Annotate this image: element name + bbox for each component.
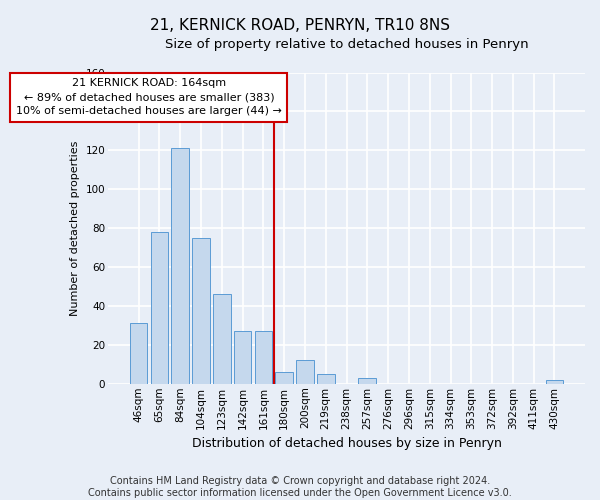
Title: Size of property relative to detached houses in Penryn: Size of property relative to detached ho… [165, 38, 529, 51]
Bar [213, 294, 230, 384]
Bar [358, 378, 376, 384]
Bar [545, 380, 563, 384]
Bar [192, 238, 210, 384]
Bar [172, 148, 189, 384]
Bar [317, 374, 335, 384]
X-axis label: Distribution of detached houses by size in Penryn: Distribution of detached houses by size … [191, 437, 502, 450]
Text: 21, KERNICK ROAD, PENRYN, TR10 8NS: 21, KERNICK ROAD, PENRYN, TR10 8NS [150, 18, 450, 32]
Bar [296, 360, 314, 384]
Text: 21 KERNICK ROAD: 164sqm
← 89% of detached houses are smaller (383)
10% of semi-d: 21 KERNICK ROAD: 164sqm ← 89% of detache… [16, 78, 282, 116]
Text: Contains HM Land Registry data © Crown copyright and database right 2024.
Contai: Contains HM Land Registry data © Crown c… [88, 476, 512, 498]
Bar [234, 331, 251, 384]
Bar [130, 324, 148, 384]
Bar [275, 372, 293, 384]
Y-axis label: Number of detached properties: Number of detached properties [70, 140, 80, 316]
Bar [254, 331, 272, 384]
Bar [151, 232, 168, 384]
